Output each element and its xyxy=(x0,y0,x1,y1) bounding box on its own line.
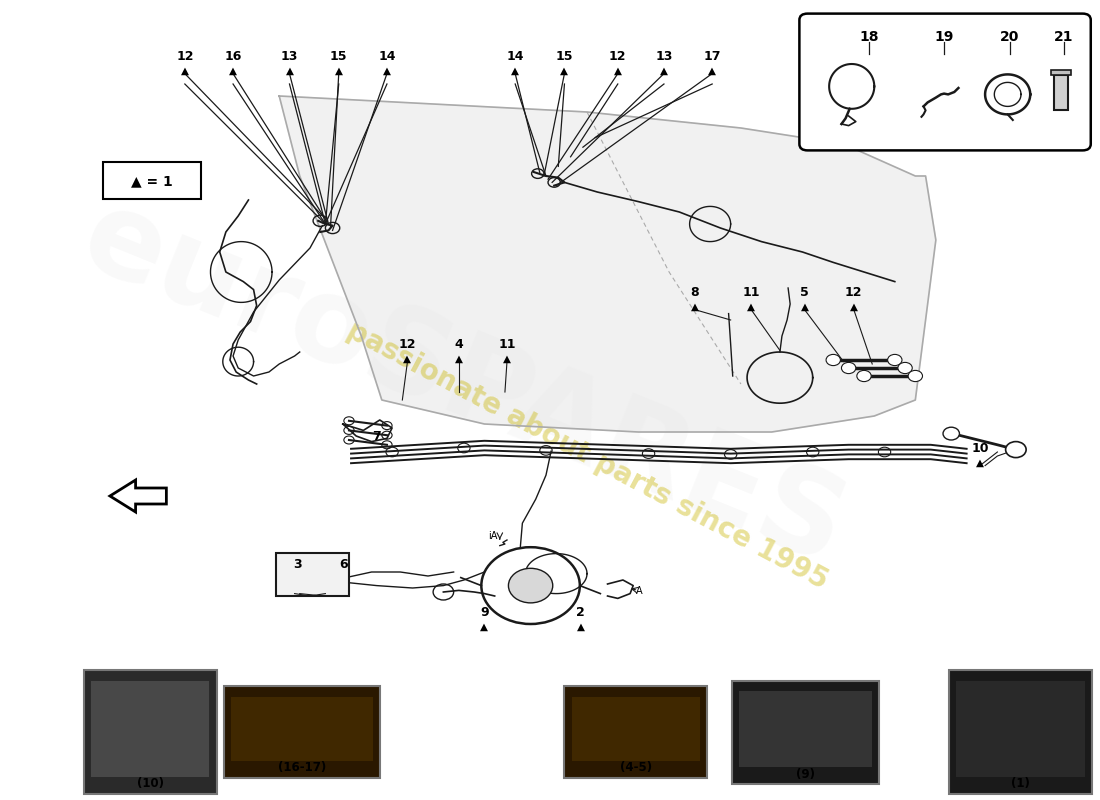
Text: ▲: ▲ xyxy=(976,458,984,468)
Text: 11: 11 xyxy=(498,338,516,351)
Text: 13: 13 xyxy=(656,50,672,63)
Text: iA: iA xyxy=(488,531,497,541)
Text: 15: 15 xyxy=(556,50,573,63)
Circle shape xyxy=(888,354,902,366)
Text: ▲: ▲ xyxy=(481,622,488,632)
Text: (4-5): (4-5) xyxy=(619,762,652,774)
Bar xyxy=(1054,75,1068,110)
Polygon shape xyxy=(279,96,936,432)
Text: 8: 8 xyxy=(691,286,700,299)
FancyBboxPatch shape xyxy=(91,681,209,777)
Text: ▲: ▲ xyxy=(383,66,390,76)
Text: ▲: ▲ xyxy=(334,66,343,76)
FancyBboxPatch shape xyxy=(102,162,201,199)
Text: 20: 20 xyxy=(1000,30,1020,44)
Text: ▲: ▲ xyxy=(454,354,463,364)
Circle shape xyxy=(909,370,923,382)
Text: 12: 12 xyxy=(845,286,862,299)
Text: 10: 10 xyxy=(971,442,989,455)
FancyBboxPatch shape xyxy=(800,14,1091,150)
Text: ▲: ▲ xyxy=(801,302,808,312)
Text: 15: 15 xyxy=(330,50,348,63)
Text: 7: 7 xyxy=(372,430,381,442)
Text: 16: 16 xyxy=(224,50,242,63)
Text: ▲: ▲ xyxy=(286,66,294,76)
Bar xyxy=(1050,70,1071,75)
FancyBboxPatch shape xyxy=(276,553,349,596)
Text: ▲: ▲ xyxy=(180,66,189,76)
FancyBboxPatch shape xyxy=(732,681,879,784)
Text: ▲: ▲ xyxy=(512,66,519,76)
Text: 12: 12 xyxy=(398,338,416,351)
Circle shape xyxy=(857,370,871,382)
Polygon shape xyxy=(110,480,166,512)
FancyBboxPatch shape xyxy=(223,686,380,778)
Text: ▲: ▲ xyxy=(691,302,698,312)
Text: 2: 2 xyxy=(576,606,585,619)
Circle shape xyxy=(842,362,856,374)
Text: 14: 14 xyxy=(378,50,396,63)
Text: 6: 6 xyxy=(340,558,349,570)
Text: ▲: ▲ xyxy=(229,66,238,76)
Circle shape xyxy=(1005,442,1026,458)
Text: ▲: ▲ xyxy=(404,354,411,364)
Text: (16-17): (16-17) xyxy=(277,762,326,774)
Text: 3: 3 xyxy=(294,558,302,570)
FancyBboxPatch shape xyxy=(85,670,217,794)
Text: 19: 19 xyxy=(934,30,954,44)
Text: 12: 12 xyxy=(609,50,627,63)
Circle shape xyxy=(898,362,912,374)
Text: 21: 21 xyxy=(1054,30,1074,44)
Text: ▲: ▲ xyxy=(503,354,512,364)
Text: 12: 12 xyxy=(176,50,194,63)
Text: 14: 14 xyxy=(506,50,524,63)
Text: 11: 11 xyxy=(742,286,760,299)
Text: (9): (9) xyxy=(796,768,815,781)
Text: 4: 4 xyxy=(454,338,463,351)
Text: ▲: ▲ xyxy=(614,66,622,76)
Text: 9: 9 xyxy=(480,606,488,619)
Text: ▲: ▲ xyxy=(576,622,585,632)
Text: 17: 17 xyxy=(703,50,720,63)
FancyBboxPatch shape xyxy=(949,670,1092,794)
FancyBboxPatch shape xyxy=(956,681,1085,777)
FancyBboxPatch shape xyxy=(231,697,373,761)
Circle shape xyxy=(943,427,959,440)
FancyBboxPatch shape xyxy=(739,691,872,767)
Text: euroSPARES: euroSPARES xyxy=(66,178,862,590)
Text: ▲ = 1: ▲ = 1 xyxy=(131,174,173,188)
Text: 13: 13 xyxy=(280,50,298,63)
FancyBboxPatch shape xyxy=(572,697,700,761)
Text: ▲: ▲ xyxy=(747,302,756,312)
Text: ▲: ▲ xyxy=(660,66,668,76)
Text: (10): (10) xyxy=(138,778,164,790)
Text: passionate about parts since 1995: passionate about parts since 1995 xyxy=(342,317,833,595)
Text: 5: 5 xyxy=(800,286,808,299)
Text: ▲: ▲ xyxy=(708,66,716,76)
Text: 18: 18 xyxy=(859,30,879,44)
Circle shape xyxy=(508,568,552,603)
Circle shape xyxy=(826,354,840,366)
FancyBboxPatch shape xyxy=(564,686,707,778)
Text: A: A xyxy=(636,586,642,595)
Text: ▲: ▲ xyxy=(560,66,569,76)
Text: ▲: ▲ xyxy=(850,302,858,312)
Text: (1): (1) xyxy=(1011,778,1030,790)
